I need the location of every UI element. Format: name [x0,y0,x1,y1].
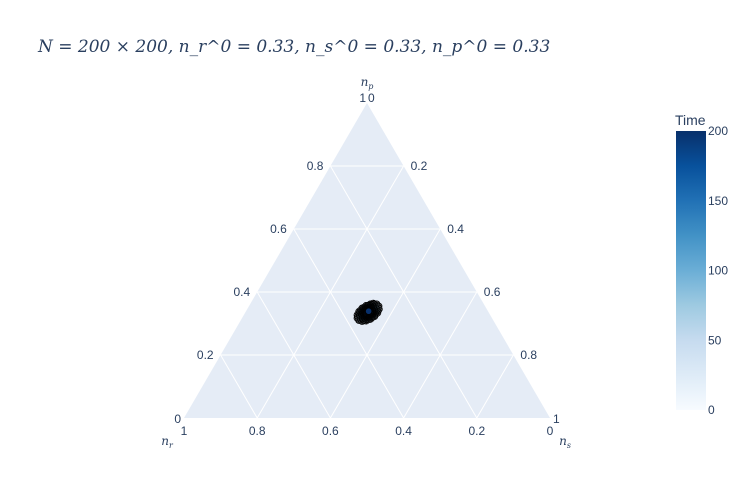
tick-label-nr: 0.4 [395,424,412,438]
tick-label-np: 1 [359,91,366,105]
chart-title: N = 200 × 200, n_r^0 = 0.33, n_s^0 = 0.3… [37,37,550,57]
tick-label-np: 0.6 [270,222,287,236]
tick-label-ns: 0 [368,91,375,105]
data-point [365,307,373,315]
tick-label-np: 0.4 [234,285,251,299]
grid-line [329,228,441,419]
grid-line [220,354,258,419]
tick-label-np: 0.2 [197,348,214,362]
grid-line [403,291,478,419]
grid-line [256,291,331,419]
grid-line [476,354,514,419]
grid-line [293,228,405,419]
colorbar-bar [676,131,706,410]
tick-label-np: 0.8 [307,159,324,173]
axis-title-ns-subscript: s [567,441,571,450]
tick-label-nr: 1 [181,424,188,438]
title-text: N = 200 × 200, n_r^0 = 0.33, n_s^0 = 0.3… [37,37,550,57]
tick-label-nr: 0.6 [322,424,339,438]
tick-label-ns: 0.8 [520,348,537,362]
colorbar-title: Time [675,112,706,128]
axis-title-nr-main: n [161,434,169,448]
axis-title-np: np [361,75,374,91]
tick-label-nr: 0 [547,424,554,438]
tick-label-ns: 0.4 [447,222,464,236]
tick-label-ns: 0.6 [484,285,501,299]
axis-title-ns-main: n [559,434,567,448]
colorbar-tick-label: 0 [708,403,715,417]
axis-title-np-subscript: p [368,82,373,91]
axis-title-np-main: n [361,75,369,89]
tick-label-nr: 0.8 [249,424,266,438]
axis-title-nr: nr [161,434,174,450]
tick-label-np: 0 [174,412,181,426]
colorbar-tick-label: 200 [708,124,728,138]
trajectory-series [353,299,383,325]
colorbar-tick-label: 150 [708,194,728,208]
colorbar-tick-label: 50 [708,333,722,347]
tick-label-nr: 0.2 [468,424,485,438]
tick-label-ns: 0.2 [411,159,428,173]
axis-title-ns: ns [559,434,571,450]
colorbar: Time 0 50 100 150 200 [675,112,728,417]
tick-label-ns: 1 [553,412,560,426]
axis-title-nr-subscript: r [169,441,174,450]
colorbar-tick-label: 100 [708,264,728,278]
grid-lines [220,165,514,419]
ternary-background [184,103,550,418]
